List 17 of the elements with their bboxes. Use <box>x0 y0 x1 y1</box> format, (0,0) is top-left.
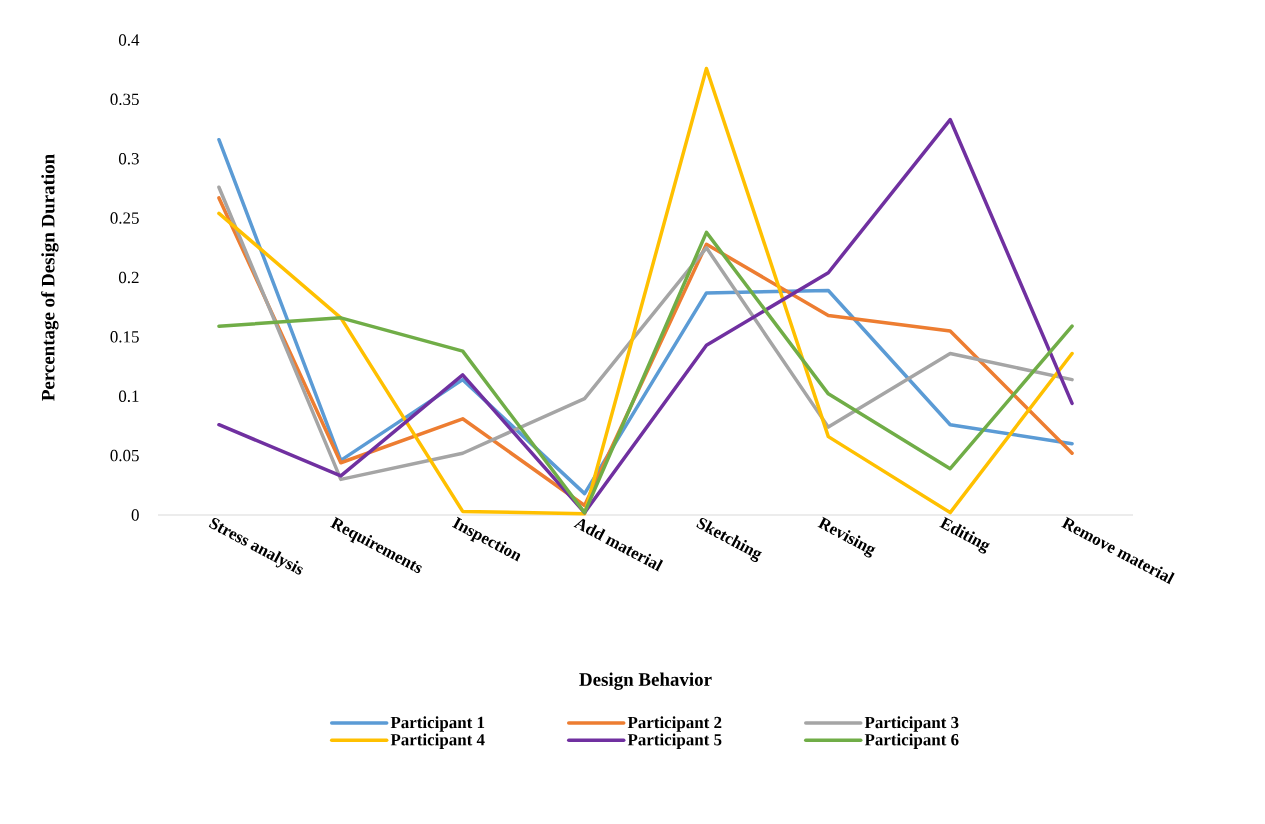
y-tick-label: 0.2 <box>118 271 139 284</box>
y-tick-label: 0 <box>131 509 139 521</box>
legend-label: Participant 3 <box>864 716 959 732</box>
y-axis-title: Percentage of Design Duration <box>41 154 59 401</box>
y-tick-label: 0.35 <box>110 93 139 106</box>
legend-label: Participant 6 <box>864 733 959 749</box>
y-tick-label: 0.4 <box>118 34 140 46</box>
y-tick-label: 0.1 <box>118 390 139 402</box>
x-axis-title: Design Behavior <box>579 672 712 690</box>
y-tick-label: 0.25 <box>110 212 139 224</box>
legend-label: Participant 5 <box>627 733 722 749</box>
y-tick-label: 0.3 <box>118 152 139 165</box>
legend-label: Participant 1 <box>390 716 485 732</box>
legend-label: Participant 4 <box>390 733 485 749</box>
legend-label: Participant 2 <box>627 716 722 732</box>
y-tick-label: 0.15 <box>110 331 139 343</box>
y-tick-label: 0.05 <box>110 449 139 462</box>
